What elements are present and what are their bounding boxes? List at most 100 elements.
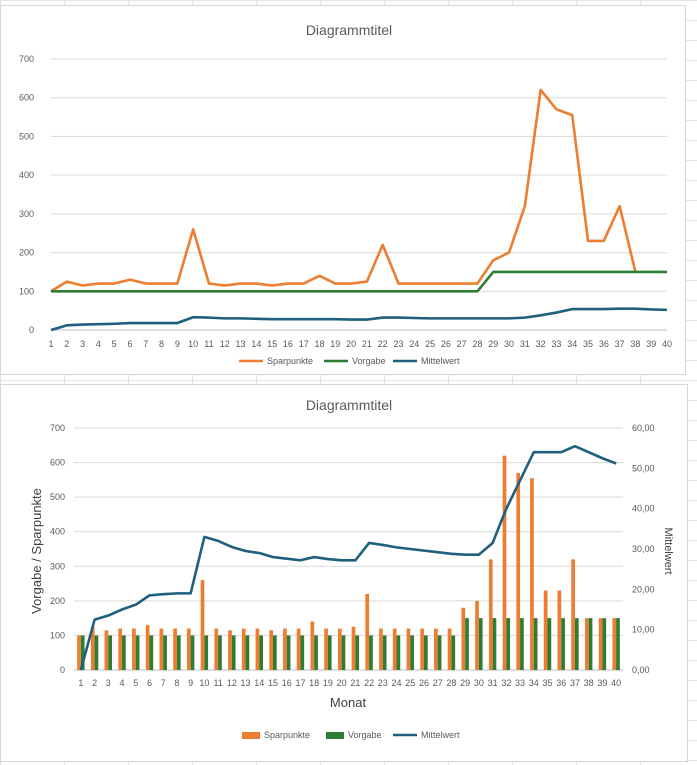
- bar-vorgabe: [465, 618, 469, 670]
- bar-vorgabe: [218, 635, 222, 670]
- x-tick-label: 1: [48, 339, 53, 349]
- bar-vorgabe: [149, 635, 154, 670]
- y-tick-label: 400: [50, 527, 65, 537]
- x-tick-label: 8: [159, 339, 164, 349]
- bar-vorgabe: [396, 635, 401, 670]
- x-tick-label: 18: [309, 678, 319, 688]
- x-tick-label: 16: [283, 339, 293, 349]
- bar-vorgabe: [108, 635, 113, 670]
- x-tick-label: 11: [213, 678, 222, 688]
- x-tick-label: 33: [551, 339, 561, 349]
- bar-vorgabe: [451, 635, 456, 670]
- bar-vorgabe: [327, 635, 332, 670]
- x-tick-label: 14: [251, 339, 261, 349]
- y-tick-label: 0: [60, 665, 65, 675]
- bar-sparpunkte: [612, 618, 617, 670]
- x-tick-label: 1: [78, 678, 83, 688]
- y2-tick-label: 40,00: [632, 504, 655, 514]
- y-tick-label: 500: [19, 131, 34, 141]
- bar-sparpunkte: [296, 628, 301, 670]
- bar-vorgabe: [245, 635, 250, 670]
- x-tick-label: 11: [204, 339, 213, 349]
- x-tick-label: 3: [80, 339, 85, 349]
- chart-2-series: [79, 444, 617, 671]
- y-tick-label: 100: [19, 286, 34, 296]
- x-tick-label: 8: [174, 678, 179, 688]
- bar-vorgabe: [341, 635, 346, 670]
- bar-sparpunkte: [104, 630, 109, 670]
- x-tick-label: 38: [630, 339, 640, 349]
- bar-sparpunkte: [420, 628, 424, 670]
- legend-label-sparpunkte: Sparpunkte: [267, 356, 313, 366]
- bar-sparpunkte: [598, 618, 603, 670]
- chart-1-y-ticks: 0 100 200 300 400 500 600 700: [19, 54, 34, 335]
- x-tick-label: 2: [92, 678, 97, 688]
- bar-sparpunkte: [241, 628, 246, 670]
- x-tick-label: 20: [337, 678, 347, 688]
- chart-1-series: [50, 88, 668, 332]
- chart-panel-2[interactable]: Diagrammtitel Vorgabe / Sparpunkte Mitte…: [0, 384, 688, 762]
- x-tick-label: 28: [472, 339, 482, 349]
- bar-vorgabe: [314, 635, 318, 670]
- bar-vorgabe: [423, 635, 428, 670]
- chart-2-bars: [77, 455, 620, 670]
- series-line-mittelwert: [50, 307, 668, 332]
- bar-sparpunkte: [351, 626, 356, 670]
- x-tick-label: 39: [597, 678, 607, 688]
- legend-label-vorgabe: Vorgabe: [348, 730, 382, 740]
- bar-vorgabe: [616, 618, 620, 670]
- bar-sparpunkte: [283, 628, 287, 670]
- bar-sparpunkte: [447, 628, 452, 670]
- bar-vorgabe: [602, 618, 607, 670]
- chart-2-y2-axis-title: Mittelwert: [662, 527, 674, 574]
- x-tick-label: 28: [446, 678, 456, 688]
- legend-label-mittelwert: Mittelwert: [421, 730, 460, 740]
- x-tick-label: 19: [323, 678, 333, 688]
- x-tick-label: 35: [543, 678, 553, 688]
- x-tick-label: 23: [378, 678, 388, 688]
- chart-1-title: Diagrammtitel: [306, 22, 392, 38]
- y2-tick-label: 30,00: [632, 544, 655, 554]
- x-tick-label: 4: [120, 678, 125, 688]
- bar-sparpunkte: [324, 628, 328, 670]
- x-tick-label: 13: [236, 339, 246, 349]
- y-tick-label: 200: [50, 596, 65, 606]
- legend-label-mittelwert: Mittelwert: [421, 356, 460, 366]
- bar-sparpunkte: [186, 628, 191, 670]
- bar-sparpunkte: [516, 472, 521, 670]
- bar-sparpunkte: [406, 628, 411, 670]
- x-tick-label: 6: [127, 339, 132, 349]
- x-tick-label: 14: [254, 678, 264, 688]
- bar-vorgabe: [163, 635, 167, 670]
- bar-sparpunkte: [200, 580, 205, 670]
- chart-2-y-ticks: 0 100 200 300 400 500 600 700: [50, 423, 65, 675]
- chart-2-title: Diagrammtitel: [306, 397, 392, 413]
- y-tick-label: 100: [50, 630, 65, 640]
- x-tick-label: 5: [112, 339, 117, 349]
- y2-tick-label: 10,00: [632, 625, 655, 635]
- x-tick-label: 27: [433, 678, 443, 688]
- bar-vorgabe: [478, 618, 483, 670]
- y2-tick-label: 20,00: [632, 584, 655, 594]
- x-tick-label: 32: [501, 678, 511, 688]
- y2-tick-label: 0,00: [632, 665, 650, 675]
- series-line-sparpunkte: [50, 88, 637, 293]
- x-tick-label: 17: [295, 678, 305, 688]
- x-tick-label: 21: [350, 678, 360, 688]
- chart-2-x-ticks: 1 2 3 4 5 6 7 8 9 10 11 12 13 14 15 16 17 18 19 20 21 22 23 24 2…: [78, 678, 621, 688]
- y-tick-label: 200: [19, 248, 34, 258]
- bar-sparpunkte: [118, 628, 123, 670]
- x-tick-label: 39: [646, 339, 656, 349]
- chart-2-y2-ticks: 0,00 10,00 20,00 30,00 40,00 50,00 60,00: [632, 423, 655, 675]
- x-tick-label: 3: [106, 678, 111, 688]
- x-tick-label: 32: [536, 339, 546, 349]
- bar-sparpunkte: [475, 600, 479, 670]
- x-tick-label: 37: [570, 678, 580, 688]
- bar-vorgabe: [190, 635, 195, 670]
- x-tick-label: 19: [330, 339, 340, 349]
- bar-sparpunkte: [461, 607, 466, 670]
- x-tick-label: 24: [409, 339, 419, 349]
- legend-label-sparpunkte: Sparpunkte: [264, 730, 310, 740]
